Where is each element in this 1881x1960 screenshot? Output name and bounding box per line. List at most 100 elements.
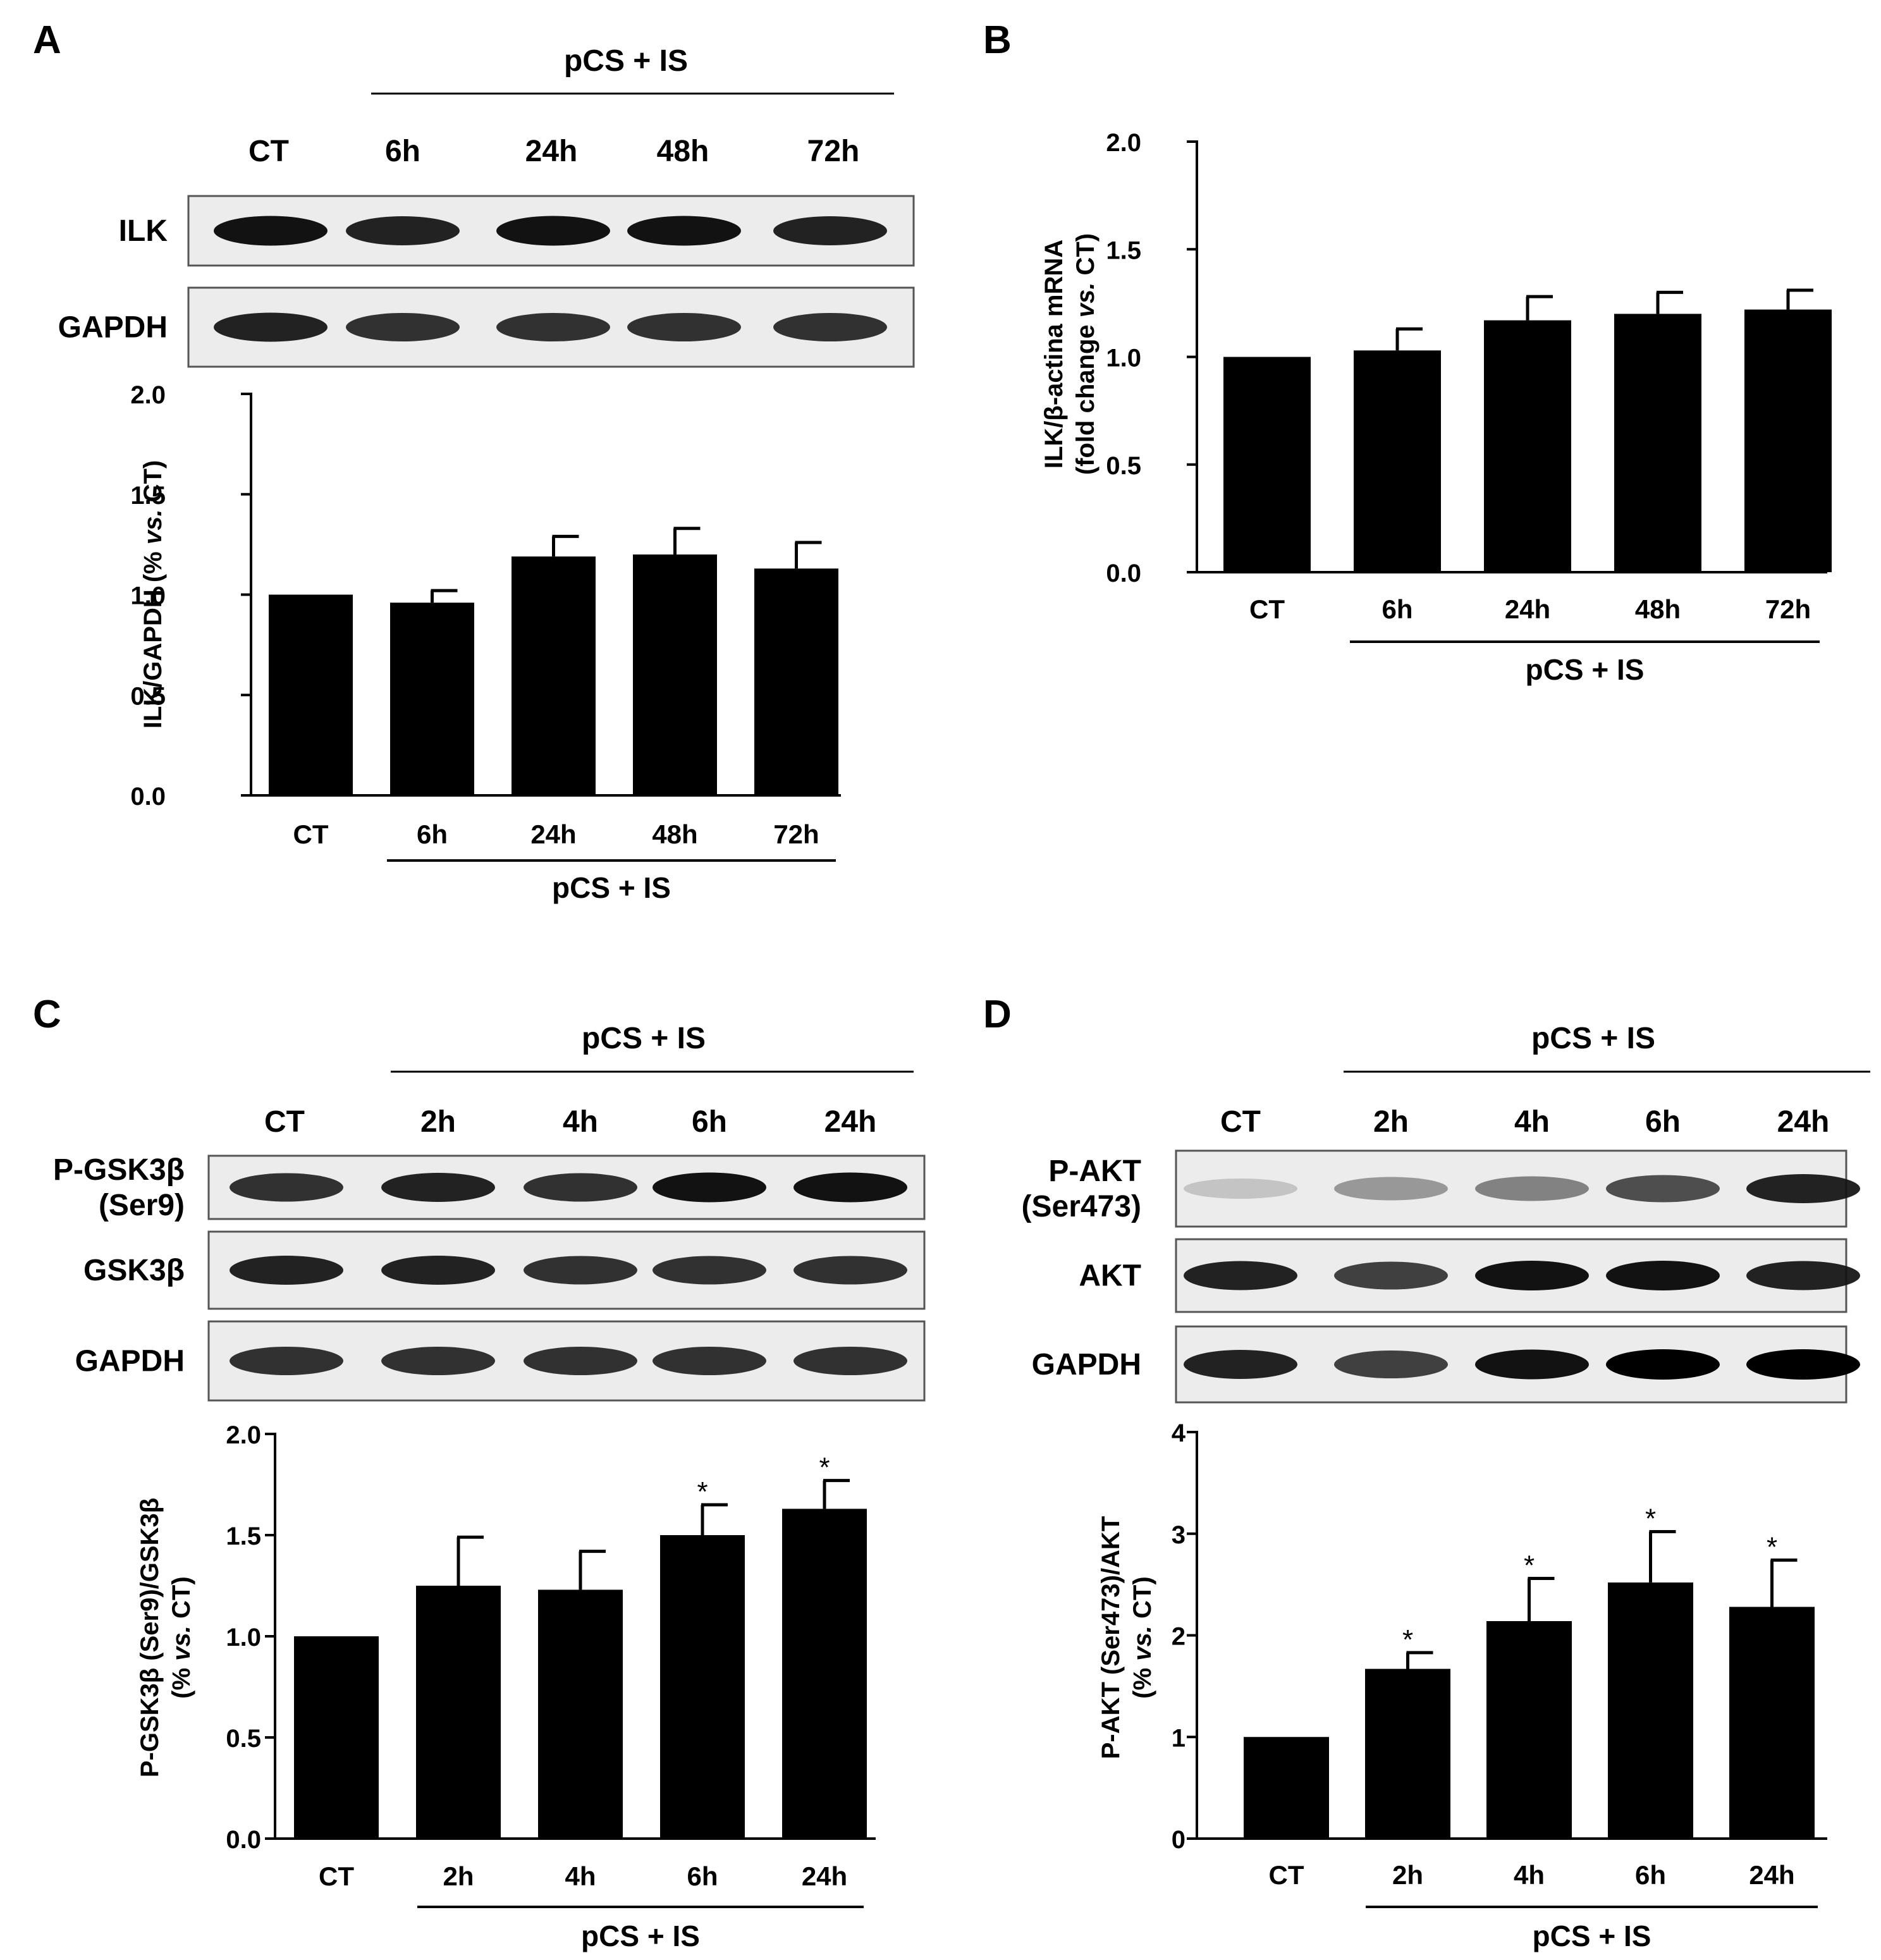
blot-c-lane-label: 4h <box>563 1105 598 1139</box>
blot-a-band <box>496 313 610 341</box>
chart-a-bar <box>390 603 474 795</box>
chart-d-y-tick-label: 3 <box>1172 1521 1186 1549</box>
chart-c-y-tick-label: 1.0 <box>226 1624 261 1651</box>
chart-d-bar <box>1365 1669 1450 1839</box>
chart-b-category-label: CT <box>1249 594 1285 624</box>
blot-d-band <box>1746 1174 1860 1203</box>
chart-a-category-label: 6h <box>417 819 448 849</box>
chart-a-y-tick-label: 0.0 <box>130 783 166 811</box>
chart-c-significance-mark: * <box>697 1476 708 1507</box>
chart-b-bar <box>1614 314 1701 572</box>
panel-letter-b: B <box>983 18 1012 62</box>
chart-a-y-axis-label-part: CT) <box>139 460 167 510</box>
blot-c-band <box>524 1173 637 1202</box>
blot-c-band <box>381 1256 495 1285</box>
chart-b-y-tick-label: 2.0 <box>1106 129 1141 157</box>
blot-d-lane-label: 4h <box>1514 1105 1550 1139</box>
chart-a-y-tick-label: 2.0 <box>130 381 166 409</box>
chart-b-bar <box>1354 350 1441 572</box>
chart-d-y-tick-label: 4 <box>1172 1419 1186 1447</box>
blot-c-band <box>230 1347 343 1375</box>
chart-d-category-label: CT <box>1269 1860 1304 1890</box>
chart-c-significance-mark: * <box>819 1452 830 1483</box>
chart-a-bar <box>269 594 353 795</box>
chart-c-category-label: 6h <box>687 1861 718 1891</box>
chart-a-group-label: pCS + IS <box>552 871 671 904</box>
chart-d-y-axis-label-line2-part: CT) <box>1129 1576 1156 1626</box>
blot-c-band <box>653 1347 766 1375</box>
chart-d-y-tick-label: 0 <box>1172 1826 1186 1854</box>
panel-letter-c: C <box>33 993 61 1036</box>
chart-d-category-label: 6h <box>1635 1860 1666 1890</box>
blot-a-row-label: ILK <box>119 214 168 248</box>
blot-d-band <box>1606 1175 1720 1203</box>
blot-a-lane-label: 6h <box>385 135 420 168</box>
chart-a-bar <box>512 556 596 795</box>
blot-a-lane-label: 72h <box>807 135 860 168</box>
chart-a-y-axis-label-part: ILK/GAPDH (% <box>139 544 167 728</box>
chart-b-y-axis-label-line2: (fold change vs. CT) <box>1072 233 1100 475</box>
blot-d-band <box>1334 1261 1448 1290</box>
chart-d-significance-mark: * <box>1402 1624 1413 1655</box>
blot-c-band <box>230 1256 343 1285</box>
chart-b-bar <box>1744 309 1832 572</box>
chart-b-y-axis-label-line2-part: vs. <box>1072 283 1100 318</box>
blot-c-band <box>653 1256 766 1285</box>
panel-letter-a: A <box>33 18 61 62</box>
chart-a-y-tick-label: 1.5 <box>130 482 166 510</box>
chart-a-category-label: 48h <box>652 819 697 849</box>
blot-d-lane-label: 24h <box>1777 1105 1830 1139</box>
chart-b-y-tick-label: 1.5 <box>1106 236 1141 264</box>
chart-c-category-label: 2h <box>443 1861 474 1891</box>
chart-b-bar <box>1484 320 1571 572</box>
chart-b-bar <box>1223 357 1311 572</box>
blot-c-band <box>230 1173 343 1202</box>
chart-a-y-axis-label: ILK/GAPDH (% vs. CT) <box>139 460 167 729</box>
chart-c-y-tick-label: 0.5 <box>226 1725 261 1753</box>
chart-b-y-axis-label: ILK/β-actina mRNA <box>1040 240 1068 469</box>
blot-c-row-label: GSK3β <box>83 1254 185 1287</box>
blot-d-row-label: (Ser473) <box>1022 1190 1141 1223</box>
chart-d-category-label: 4h <box>1514 1860 1545 1890</box>
blot-d-band <box>1746 1349 1860 1380</box>
blot-c-row-label: GAPDH <box>75 1345 185 1378</box>
blot-a-band <box>627 313 741 341</box>
chart-d-significance-mark: * <box>1524 1550 1535 1581</box>
blot-a-band <box>773 313 887 341</box>
figure-graphics: 0.0 0.5 1.0 1.5 2.0 CT 6h 24h 48h 72h pCS + IS ILK/… <box>53 44 1870 1952</box>
blot-d-group-label: pCS + IS <box>1531 1022 1655 1055</box>
blot-c-band <box>524 1256 637 1285</box>
blot-a-band <box>346 313 460 341</box>
chart-d-bar <box>1486 1620 1572 1839</box>
chart-c-y-axis-label-line2: (% vs. CT) <box>168 1576 195 1698</box>
chart-b-y-tick-label: 0.0 <box>1106 560 1141 587</box>
chart-a-category-label: 72h <box>773 819 819 849</box>
blot-c-row-label: (Ser9) <box>99 1189 185 1222</box>
blot-d-band <box>1334 1351 1448 1378</box>
chart-c-y-axis-label-line2-part: vs. <box>168 1626 195 1661</box>
chart-c-y-tick-label: 2.0 <box>226 1421 261 1449</box>
blot-a-band <box>346 216 460 245</box>
chart-c-bar <box>294 1636 379 1839</box>
chart-c-category-label: 24h <box>802 1861 847 1891</box>
chart-a-category-label: CT <box>293 819 329 849</box>
chart-c-y-axis-label-line2-part: (% <box>168 1661 195 1699</box>
blot-d-row-label: AKT <box>1079 1259 1141 1293</box>
chart-c-group-label: pCS + IS <box>581 1920 700 1952</box>
chart-c-y-axis-label-line2-part: CT) <box>168 1576 195 1626</box>
blot-c-band <box>381 1173 495 1202</box>
blot-c-band <box>793 1172 907 1203</box>
chart-d-significance-mark: * <box>1645 1504 1656 1534</box>
chart-b-group-label: pCS + IS <box>1526 653 1645 686</box>
blot-a-lane-label: CT <box>248 135 289 168</box>
blot-a-group-label: pCS + IS <box>564 44 688 78</box>
chart-a-y-tick-label: 0.5 <box>130 682 166 710</box>
chart-b-y-tick-label: 1.0 <box>1106 345 1141 372</box>
chart-d-bar <box>1608 1582 1693 1839</box>
chart-c-bar <box>782 1509 867 1839</box>
blot-c-lane-label: 2h <box>420 1105 456 1139</box>
blot-c-band <box>793 1256 907 1285</box>
blot-d-band <box>1184 1261 1297 1290</box>
chart-a-bar <box>754 568 838 795</box>
chart-d-significance-mark: * <box>1767 1532 1777 1563</box>
